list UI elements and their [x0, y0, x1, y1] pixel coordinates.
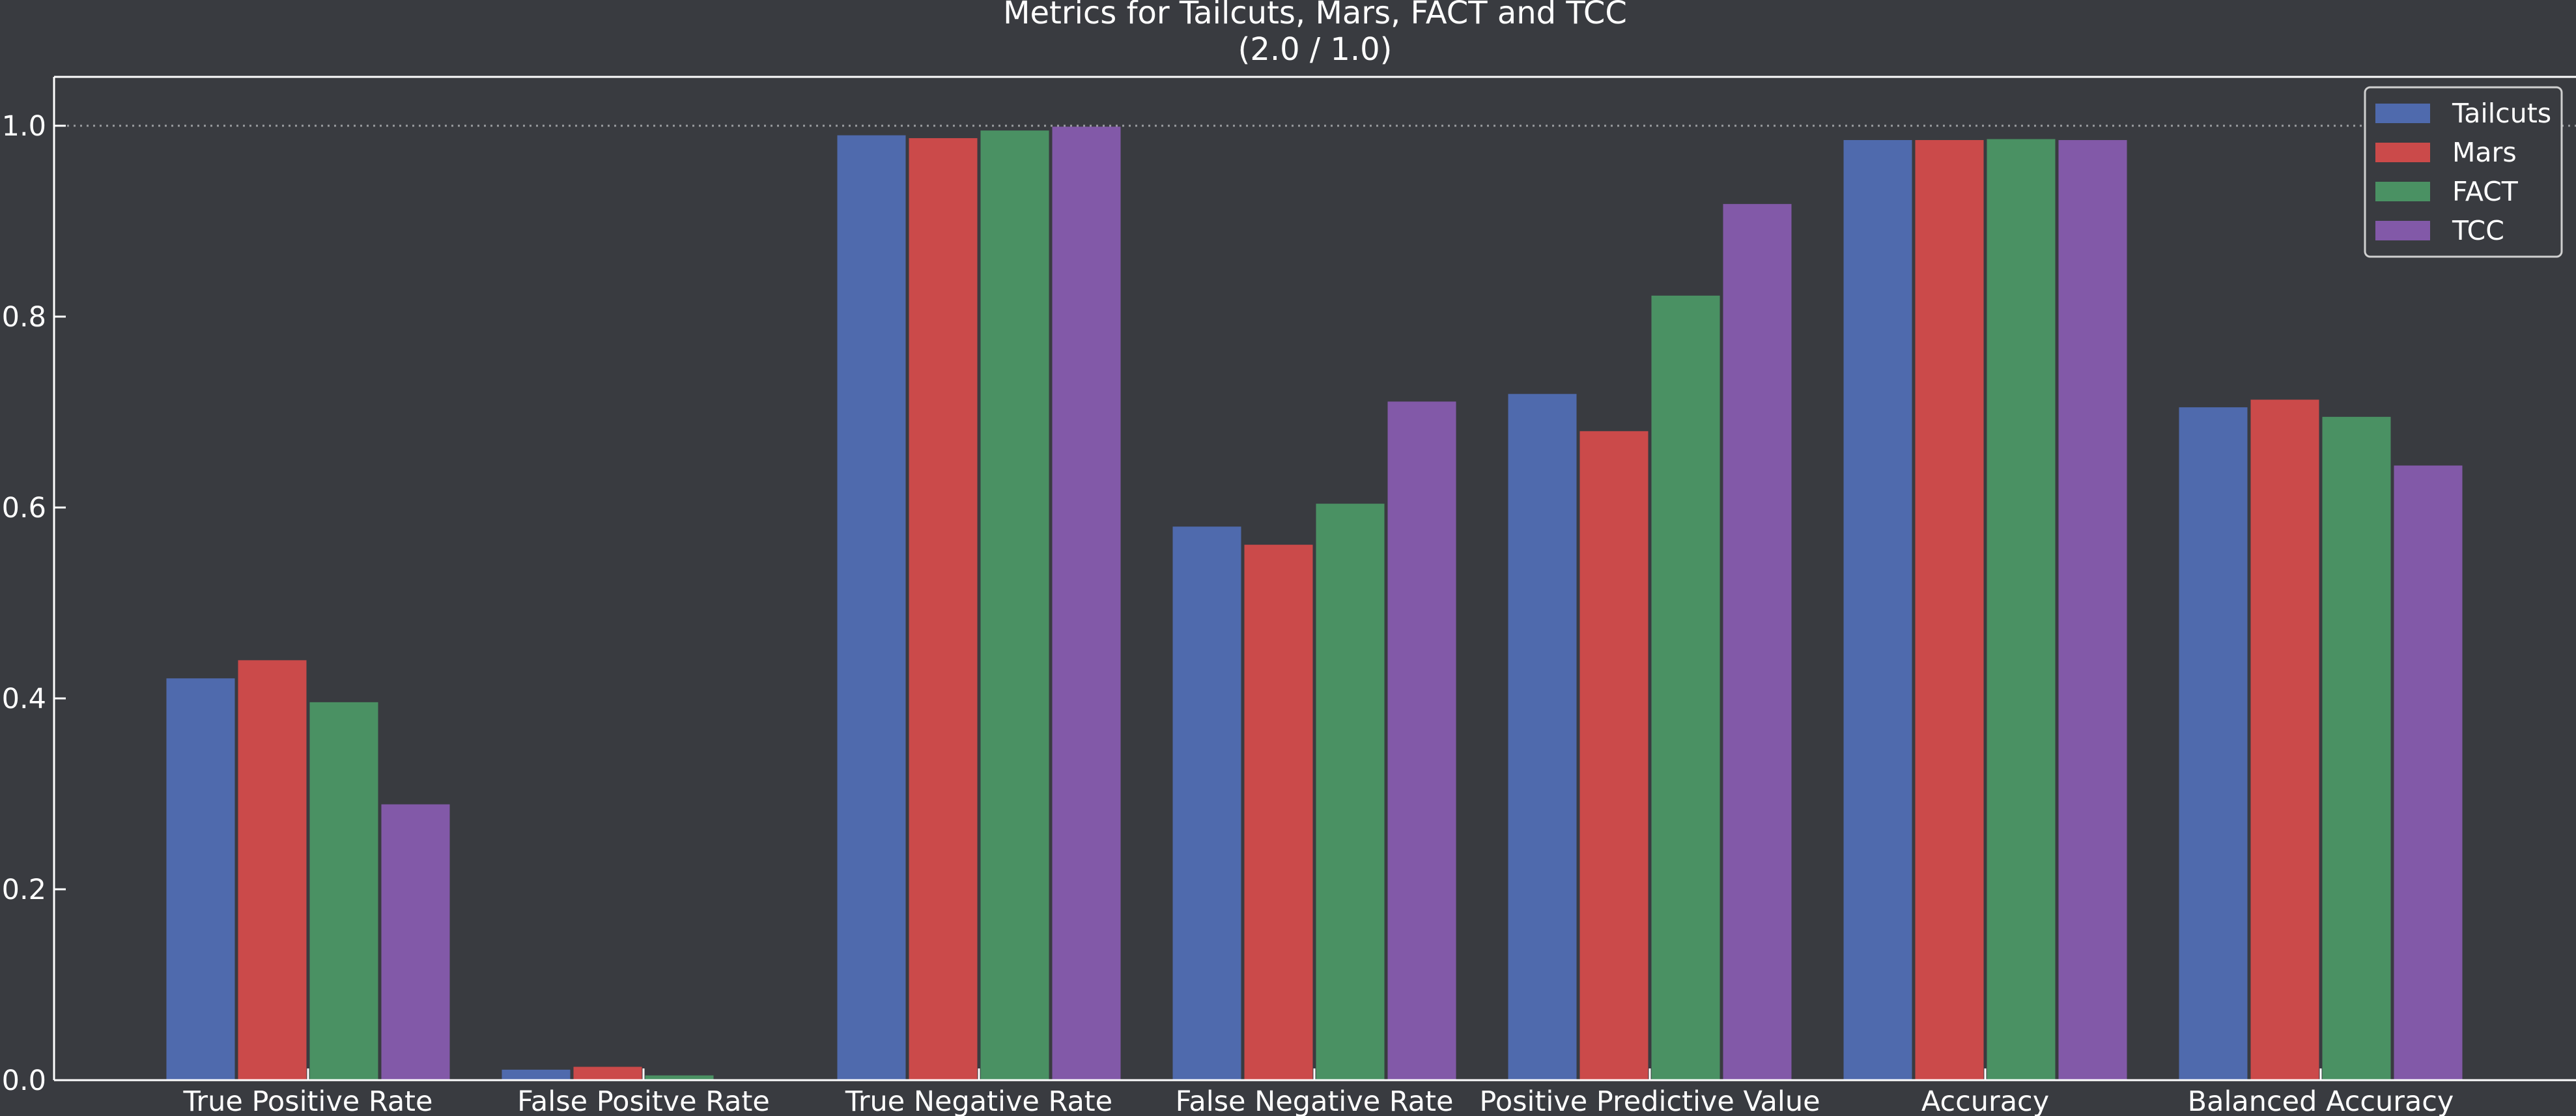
legend-label-tcc: TCC	[2452, 215, 2504, 246]
y-ticks-group: 0.0 0.2 0.4 0.6 0.8 1.0	[2, 110, 66, 1097]
x-ticks-group: True Positive Rate False Positve Rate True…	[182, 1068, 2454, 1116]
bar-fact-6	[2322, 416, 2391, 1080]
y-tick-label: 0.0	[2, 1065, 46, 1097]
bar-fact-4	[1651, 295, 1720, 1080]
chart-subtitle: (2.0 / 1.0)	[1238, 31, 1393, 68]
legend-swatch-tailcuts	[2375, 104, 2430, 123]
bar-fact-5	[1987, 139, 2056, 1080]
bar-tailcuts-2	[837, 135, 906, 1080]
bar-tailcuts-1	[502, 1069, 571, 1080]
x-tick-label: Positive Predictive Value	[1479, 1085, 1820, 1116]
x-tick-label: Accuracy	[1921, 1085, 2049, 1116]
bar-fact-1	[645, 1075, 714, 1080]
x-tick-label: Balanced Accuracy	[2188, 1085, 2454, 1116]
x-tick-label: True Negative Rate	[845, 1085, 1112, 1116]
bar-fact-3	[1316, 504, 1385, 1080]
legend-swatch-fact	[2375, 182, 2430, 201]
legend-label-fact: FACT	[2452, 176, 2519, 207]
bar-tailcuts-3	[1172, 526, 1241, 1080]
bar-tailcuts-0	[166, 678, 235, 1080]
bar-mars-3	[1244, 545, 1313, 1080]
bar-tailcuts-4	[1508, 393, 1577, 1080]
bar-tcc-5	[2058, 139, 2127, 1081]
bar-tailcuts-5	[1843, 139, 1912, 1081]
bar-mars-1	[573, 1066, 642, 1080]
legend-swatch-mars	[2375, 143, 2430, 162]
y-tick-label: 0.6	[2, 492, 46, 524]
bar-tcc-4	[1723, 204, 1792, 1080]
bar-tcc-2	[1052, 126, 1121, 1081]
bar-mars-0	[238, 660, 307, 1080]
bar-mars-5	[1915, 139, 1984, 1081]
legend-label-tailcuts: Tailcuts	[2452, 98, 2551, 129]
bars-group	[166, 126, 2463, 1081]
y-tick-label: 0.8	[2, 301, 46, 334]
y-tick-label: 0.2	[2, 874, 46, 906]
x-tick-label: False Positve Rate	[517, 1085, 770, 1116]
y-tick-label: 1.0	[2, 110, 46, 143]
x-tick-label: True Positive Rate	[182, 1085, 432, 1116]
chart-title: Metrics for Tailcuts, Mars, FACT and TCC	[1003, 0, 1627, 31]
y-tick-label: 0.4	[2, 683, 46, 715]
x-tick-label: False Negative Rate	[1176, 1085, 1454, 1116]
legend-swatch-tcc	[2375, 221, 2430, 240]
bar-mars-4	[1579, 431, 1649, 1080]
bar-tcc-6	[2394, 465, 2463, 1080]
bar-fact-0	[309, 702, 378, 1080]
bar-tcc-3	[1387, 401, 1456, 1080]
bar-mars-2	[909, 138, 978, 1080]
bar-mars-6	[2250, 399, 2319, 1080]
bar-tailcuts-6	[2179, 407, 2248, 1080]
legend-box	[2364, 86, 2563, 258]
legend: Tailcuts Mars FACT TCC	[2364, 86, 2563, 258]
legend-label-mars: Mars	[2452, 137, 2517, 168]
bar-tcc-0	[381, 804, 450, 1080]
bar-fact-2	[980, 130, 1049, 1081]
